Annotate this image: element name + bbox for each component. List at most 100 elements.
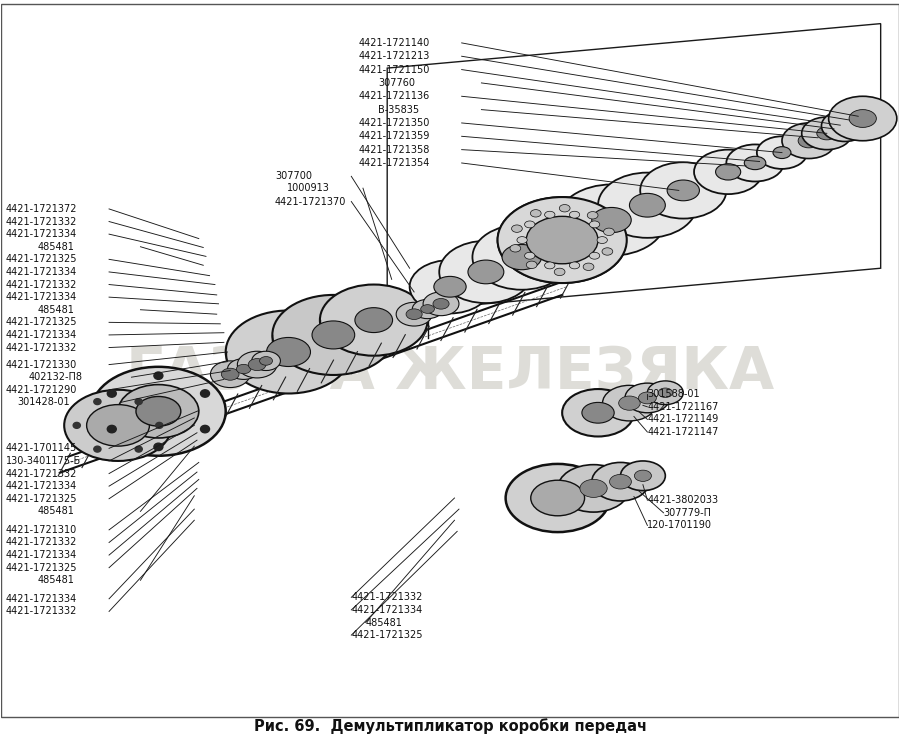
Ellipse shape	[558, 465, 629, 512]
Ellipse shape	[757, 136, 807, 169]
Text: 307779-П: 307779-П	[663, 508, 712, 518]
Text: 4421-1721330: 4421-1721330	[6, 359, 77, 370]
Ellipse shape	[412, 299, 443, 318]
Text: 485481: 485481	[37, 242, 74, 251]
Text: 485481: 485481	[37, 305, 74, 315]
Ellipse shape	[526, 261, 537, 269]
Text: 4421-1721310: 4421-1721310	[6, 525, 77, 535]
Text: 4421-1721372: 4421-1721372	[6, 204, 77, 214]
Ellipse shape	[592, 208, 631, 233]
Text: 4421-1721334: 4421-1721334	[6, 292, 77, 302]
Ellipse shape	[602, 248, 613, 255]
Circle shape	[156, 423, 163, 429]
Text: 301588-01: 301588-01	[647, 389, 700, 400]
Text: 4421-1721334: 4421-1721334	[351, 605, 423, 615]
Ellipse shape	[773, 147, 791, 158]
Text: 4421-1721334: 4421-1721334	[6, 550, 77, 560]
Text: 485481: 485481	[365, 618, 402, 627]
Circle shape	[107, 390, 116, 397]
Text: 4421-1721350: 4421-1721350	[358, 118, 430, 128]
Text: 130-3401175-Б: 130-3401175-Б	[6, 456, 81, 466]
Ellipse shape	[472, 225, 572, 289]
Ellipse shape	[782, 123, 836, 158]
Ellipse shape	[511, 225, 522, 232]
Text: 4421-1721354: 4421-1721354	[358, 158, 430, 168]
Ellipse shape	[221, 368, 239, 380]
Ellipse shape	[604, 228, 615, 236]
Ellipse shape	[588, 211, 598, 219]
Text: 4421-1721290: 4421-1721290	[6, 385, 77, 395]
Text: 4421-1701145: 4421-1701145	[6, 443, 77, 453]
Ellipse shape	[798, 134, 820, 148]
Circle shape	[135, 446, 142, 452]
Ellipse shape	[238, 351, 277, 378]
Ellipse shape	[525, 221, 535, 228]
Ellipse shape	[544, 211, 555, 218]
Ellipse shape	[355, 308, 392, 333]
Text: 4421-1721334: 4421-1721334	[6, 594, 77, 604]
Text: 4421-1721359: 4421-1721359	[358, 131, 430, 141]
Ellipse shape	[638, 392, 656, 404]
Text: 4421-1721332: 4421-1721332	[6, 469, 77, 478]
Ellipse shape	[562, 389, 634, 437]
Ellipse shape	[658, 388, 672, 397]
Ellipse shape	[802, 117, 852, 150]
Ellipse shape	[396, 302, 432, 326]
Ellipse shape	[618, 396, 640, 410]
Ellipse shape	[498, 197, 626, 283]
Ellipse shape	[580, 479, 608, 498]
Ellipse shape	[558, 185, 665, 256]
Ellipse shape	[248, 359, 266, 371]
Ellipse shape	[266, 338, 310, 367]
Ellipse shape	[64, 390, 172, 461]
Circle shape	[154, 443, 163, 451]
Ellipse shape	[420, 304, 435, 313]
Ellipse shape	[744, 156, 766, 170]
Text: 4421-1721325: 4421-1721325	[6, 562, 77, 573]
Ellipse shape	[634, 470, 652, 481]
Ellipse shape	[517, 237, 527, 243]
Ellipse shape	[468, 260, 504, 283]
Text: 4421-1721332: 4421-1721332	[6, 217, 77, 226]
Ellipse shape	[583, 263, 594, 271]
Text: 4421-1721167: 4421-1721167	[647, 402, 719, 412]
Text: 4421-1721325: 4421-1721325	[6, 318, 77, 327]
Ellipse shape	[136, 397, 181, 426]
Text: 4421-1721213: 4421-1721213	[358, 51, 430, 61]
Ellipse shape	[211, 361, 250, 388]
Ellipse shape	[273, 295, 394, 375]
Text: 485481: 485481	[37, 507, 74, 516]
Ellipse shape	[252, 351, 281, 371]
Ellipse shape	[433, 298, 449, 310]
Ellipse shape	[592, 463, 649, 501]
Text: 4421-1721358: 4421-1721358	[358, 144, 430, 155]
Circle shape	[201, 426, 210, 433]
Ellipse shape	[835, 120, 854, 132]
Ellipse shape	[540, 225, 585, 255]
Ellipse shape	[237, 365, 251, 373]
Ellipse shape	[726, 144, 784, 182]
Ellipse shape	[667, 180, 699, 201]
Text: 485481: 485481	[37, 575, 74, 586]
Circle shape	[201, 390, 210, 397]
Ellipse shape	[423, 292, 459, 315]
Ellipse shape	[502, 245, 542, 270]
Circle shape	[73, 423, 80, 429]
Ellipse shape	[544, 262, 555, 269]
Circle shape	[107, 426, 116, 433]
Text: 4421-1721332: 4421-1721332	[6, 280, 77, 289]
Ellipse shape	[590, 221, 599, 228]
Text: 4421-1721334: 4421-1721334	[6, 229, 77, 239]
Text: 4421-1721332: 4421-1721332	[6, 537, 77, 548]
Ellipse shape	[609, 475, 632, 489]
Text: 4421-1721147: 4421-1721147	[647, 427, 719, 437]
Ellipse shape	[525, 252, 535, 259]
Ellipse shape	[570, 262, 580, 269]
Text: ГАЗЕТА ЖЕЛЕЗЯКА: ГАЗЕТА ЖЕЛЕЗЯКА	[126, 344, 774, 400]
Ellipse shape	[817, 126, 837, 140]
Ellipse shape	[647, 381, 683, 405]
Text: 4421-1721140: 4421-1721140	[358, 38, 429, 48]
Text: 4421-1721136: 4421-1721136	[358, 92, 429, 101]
Text: 4421-1721325: 4421-1721325	[6, 494, 77, 504]
Circle shape	[94, 446, 101, 452]
